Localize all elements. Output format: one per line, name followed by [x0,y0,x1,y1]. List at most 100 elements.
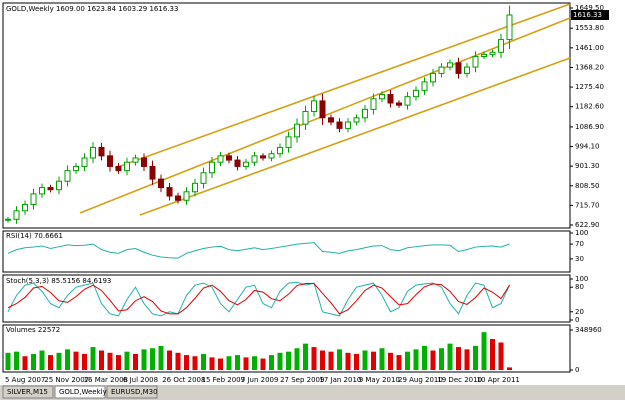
candle-body [421,81,428,91]
candle-body [430,72,436,83]
date-label: 16 Mar 2008 [84,376,128,384]
volume-bar [209,357,215,370]
stoch-panel [2,274,571,323]
date-label: 25 Nov 2007 [44,376,89,384]
volume-bar [82,353,87,370]
price-panel [2,2,571,229]
volume-bar [277,352,283,370]
candle-body [81,157,88,167]
volume-bar [294,348,300,370]
tab-label[interactable]: SILVER,M15 [7,388,48,396]
volume-bar [150,348,155,370]
y-tick-label: 0 [575,316,579,324]
y-tick-label: 0 [575,366,579,374]
current-price-label: 1616.33 [573,11,602,19]
y-tick-label: 100 [575,229,588,237]
candle-body [5,218,11,221]
tab-label[interactable]: GOLD,Weekly [59,388,107,396]
tab[interactable] [106,385,158,399]
volume-bar [456,347,461,370]
candle-body [353,117,360,123]
date-label: 26 Oct 2008 [162,376,205,384]
volume-bar [5,352,11,370]
y-tick-label: 70 [575,240,584,248]
candle-body [175,195,181,201]
tab[interactable] [54,385,106,399]
date-label: 6 Jul 2008 [123,376,158,384]
candle-body [260,155,266,159]
candle-body [217,155,224,163]
volume-bar [481,332,487,370]
candle-body [132,157,139,163]
y-tick-label: 622.90 [575,221,600,229]
date-label: 10 Apr 2011 [477,376,520,384]
volume-bar [158,345,164,370]
candle-body [311,100,317,112]
date-label: 27 Sep 2009 [280,376,324,384]
tab[interactable] [2,385,54,399]
volume-bar [235,355,240,370]
volume-bar [252,356,257,370]
y-tick-label: 100 [575,275,588,283]
y-tick-label: 1275.40 [575,83,604,91]
candle-body [183,191,190,201]
y-tick-label: 1553.80 [575,24,604,32]
candle-body [30,193,37,205]
volume-bar [286,351,291,370]
volume-bar [141,349,147,370]
volume-bar [439,348,444,370]
date-label: 19 Dec 2010 [437,376,482,384]
candle-body [200,172,207,184]
volume-bar [362,350,368,370]
candle-body [192,182,198,193]
volume-bar [107,352,113,370]
volume-bar [39,350,45,370]
candle-body [90,146,96,159]
candle-body [107,155,113,167]
rsi-header: RSI(14) 70.6661 [6,232,63,240]
candle-body [47,187,54,191]
volume-bar [413,349,419,370]
candle-body [13,210,20,220]
candle-body [209,161,215,174]
tab-label[interactable]: EURUSD,M30 [111,388,158,396]
y-tick-label: 1368.20 [575,63,604,71]
candle-body [404,96,411,106]
volume-bar [396,355,402,370]
volume-bar [422,345,427,370]
y-tick-label: 20 [575,308,584,316]
candle-body [481,53,487,58]
y-tick-label: 1461.00 [575,44,604,52]
volume-bar [371,351,376,370]
candle-body [294,123,300,138]
date-label: 29 Aug 2010 [398,376,443,384]
rsi-panel [2,230,571,273]
price-header: GOLD,Weekly 1609.00 1623.84 1603.29 1616… [6,5,178,13]
y-tick-label: 1086.90 [575,123,604,131]
candle-body [464,66,470,74]
candle-body [268,153,275,159]
volume-bar [14,351,19,370]
volume-bar [31,353,36,370]
volume-bar [473,345,478,370]
y-tick-label: 994.10 [575,143,600,151]
y-tick-label: 1182.60 [575,103,604,111]
y-tick-label: 901.30 [575,162,600,170]
chart-background [0,0,625,385]
volume-bar [226,356,232,370]
volume-bar [22,356,28,370]
volume-bar [447,343,453,370]
volume-bar [498,342,504,370]
y-tick-label: 715.70 [575,201,600,209]
volume-bar [90,347,96,370]
volume-bar [192,356,198,370]
volume-bar [65,349,70,370]
stoch-line [7,283,510,315]
volume-bar [260,358,266,370]
date-label: 17 Jan 2010 [319,376,361,384]
volume-bar [405,351,410,370]
volume-bar [56,352,62,370]
volume-bar [218,358,223,370]
candle-body [73,165,79,172]
